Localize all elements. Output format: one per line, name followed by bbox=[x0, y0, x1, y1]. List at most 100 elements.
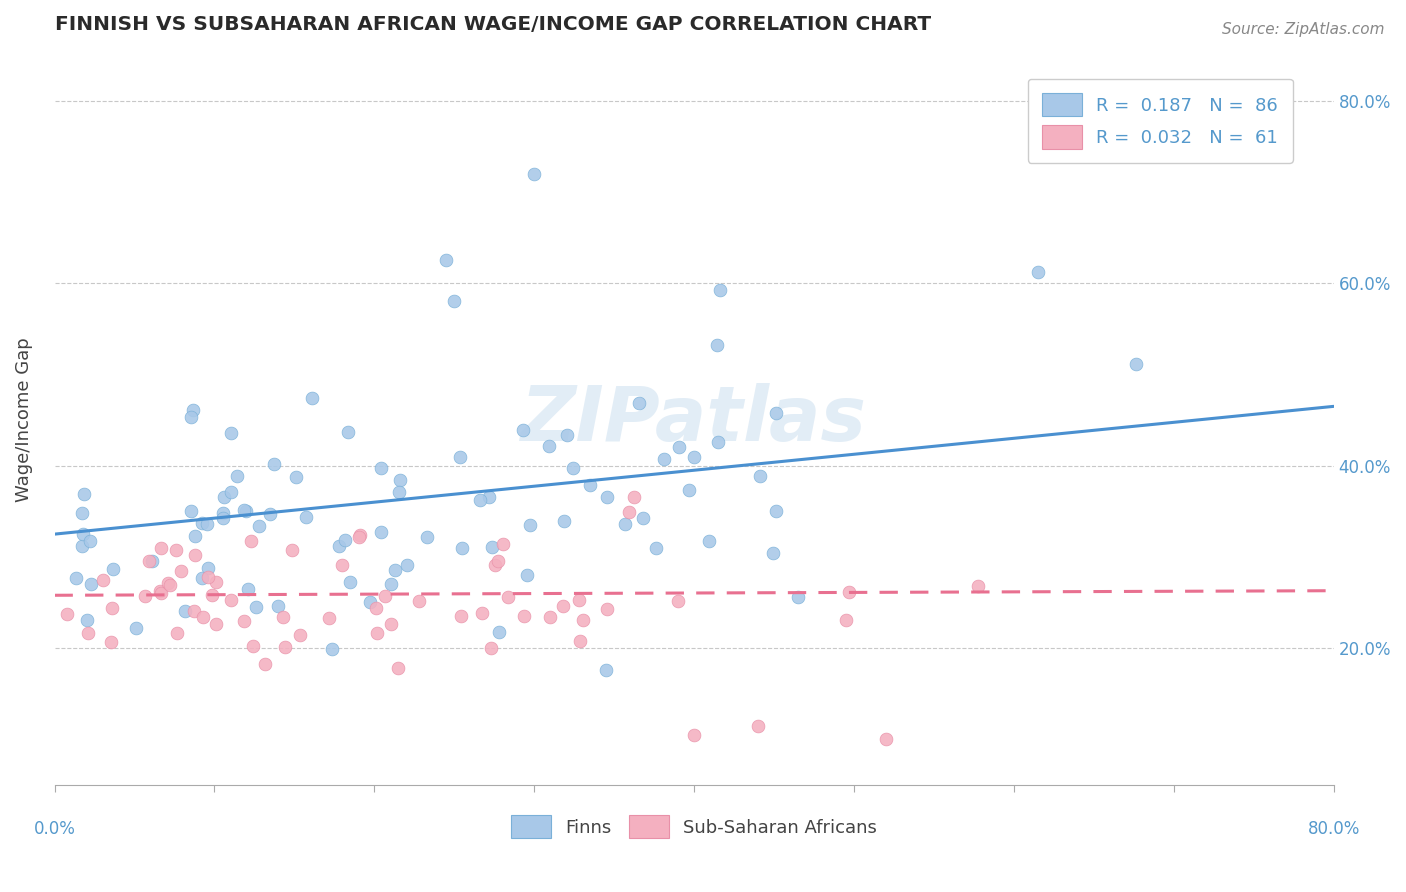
Legend: Finns, Sub-Saharan Africans: Finns, Sub-Saharan Africans bbox=[503, 808, 884, 846]
Point bbox=[370, 461, 392, 475]
Point bbox=[232, 615, 254, 629]
Point bbox=[205, 617, 228, 632]
Point bbox=[370, 524, 392, 539]
Point bbox=[72, 487, 94, 501]
Text: FINNISH VS SUBSAHARAN AFRICAN WAGE/INCOME GAP CORRELATION CHART: FINNISH VS SUBSAHARAN AFRICAN WAGE/INCOM… bbox=[55, 15, 931, 34]
Point bbox=[221, 485, 243, 500]
Point bbox=[157, 576, 180, 591]
Point bbox=[184, 549, 207, 563]
Point bbox=[416, 531, 439, 545]
Point bbox=[197, 570, 219, 584]
Point bbox=[366, 626, 388, 640]
Point bbox=[190, 516, 212, 530]
Point bbox=[76, 625, 98, 640]
Point bbox=[253, 657, 276, 671]
Point bbox=[150, 585, 173, 599]
Point bbox=[834, 613, 856, 627]
Point bbox=[295, 510, 318, 524]
Point bbox=[219, 593, 242, 607]
Point bbox=[211, 511, 233, 525]
Text: 0.0%: 0.0% bbox=[34, 820, 76, 838]
Point bbox=[219, 425, 242, 440]
Point bbox=[668, 440, 690, 454]
Point bbox=[183, 402, 205, 417]
Point bbox=[519, 517, 541, 532]
Point bbox=[551, 599, 574, 613]
Point bbox=[337, 425, 360, 439]
Point bbox=[349, 528, 371, 542]
Point bbox=[786, 591, 808, 605]
Point bbox=[180, 503, 202, 517]
Point bbox=[141, 554, 163, 568]
Point bbox=[538, 610, 561, 624]
Point bbox=[138, 554, 160, 568]
Point bbox=[762, 546, 785, 560]
Point bbox=[617, 505, 640, 519]
Point bbox=[434, 253, 457, 268]
Point bbox=[321, 641, 343, 656]
Point bbox=[259, 507, 281, 521]
Point bbox=[173, 603, 195, 617]
Point bbox=[765, 504, 787, 518]
Point bbox=[572, 613, 595, 627]
Point bbox=[195, 516, 218, 531]
Point bbox=[245, 599, 267, 614]
Point bbox=[271, 610, 294, 624]
Point bbox=[101, 600, 124, 615]
Point bbox=[197, 560, 219, 574]
Point bbox=[330, 558, 353, 573]
Point bbox=[631, 511, 654, 525]
Text: Source: ZipAtlas.com: Source: ZipAtlas.com bbox=[1222, 22, 1385, 37]
Point bbox=[76, 613, 98, 627]
Point bbox=[333, 533, 356, 547]
Point bbox=[408, 594, 430, 608]
Point bbox=[125, 621, 148, 635]
Point bbox=[103, 562, 125, 576]
Point bbox=[555, 427, 578, 442]
Point bbox=[486, 554, 509, 568]
Point bbox=[201, 588, 224, 602]
Point bbox=[838, 585, 860, 599]
Point bbox=[1026, 265, 1049, 279]
Point bbox=[79, 534, 101, 549]
Point bbox=[516, 567, 538, 582]
Point bbox=[80, 577, 103, 591]
Point bbox=[328, 539, 350, 553]
Point bbox=[288, 627, 311, 641]
Point bbox=[70, 506, 93, 520]
Point bbox=[387, 661, 409, 675]
Point bbox=[614, 517, 637, 532]
Point bbox=[72, 527, 94, 541]
Point bbox=[165, 542, 187, 557]
Text: ZIPatlas: ZIPatlas bbox=[522, 383, 868, 457]
Point bbox=[149, 541, 172, 555]
Point bbox=[595, 663, 617, 677]
Point bbox=[318, 610, 340, 624]
Point bbox=[301, 391, 323, 405]
Point bbox=[450, 609, 472, 624]
Point bbox=[678, 483, 700, 497]
Point bbox=[166, 626, 188, 640]
Point bbox=[568, 593, 591, 607]
Point bbox=[706, 338, 728, 352]
Point bbox=[180, 410, 202, 425]
Point bbox=[683, 728, 706, 742]
Point bbox=[451, 541, 474, 556]
Point bbox=[471, 606, 494, 620]
Point bbox=[56, 607, 79, 621]
Point bbox=[100, 635, 122, 649]
Y-axis label: Wage/Income Gap: Wage/Income Gap bbox=[15, 338, 32, 502]
Point bbox=[374, 589, 396, 603]
Point bbox=[579, 478, 602, 492]
Point bbox=[170, 564, 193, 578]
Point bbox=[247, 519, 270, 533]
Point bbox=[478, 490, 501, 504]
Point bbox=[468, 492, 491, 507]
Text: 80.0%: 80.0% bbox=[1308, 820, 1360, 838]
Point bbox=[627, 396, 650, 410]
Point bbox=[488, 625, 510, 640]
Point bbox=[235, 503, 257, 517]
Point bbox=[396, 558, 419, 572]
Point bbox=[280, 542, 302, 557]
Point bbox=[380, 577, 402, 591]
